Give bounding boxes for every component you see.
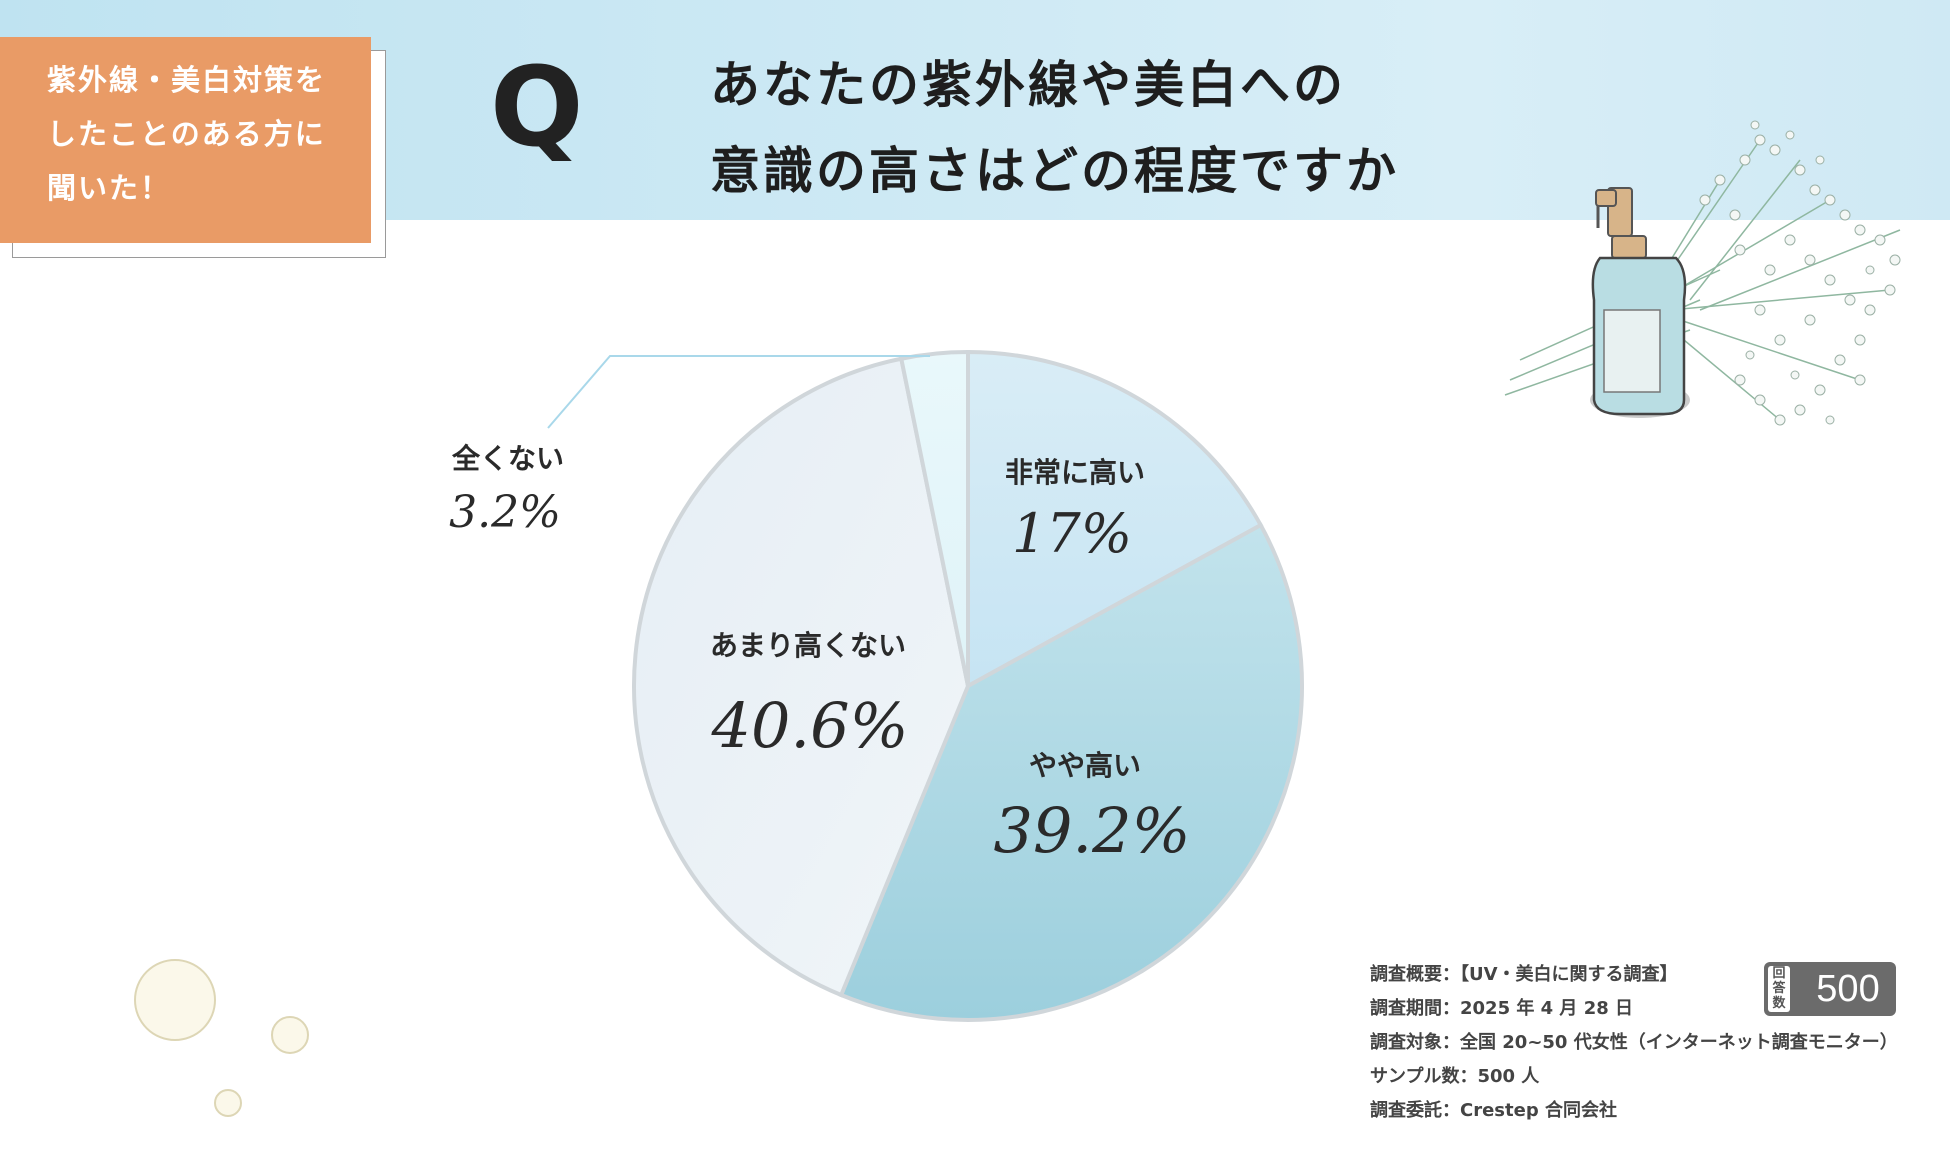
pie-slice-2 bbox=[838, 522, 1304, 1022]
serum-drops-illustration bbox=[134, 959, 309, 1117]
survey-line-4: サンプル数：500 人 bbox=[1370, 1066, 1540, 1087]
slice-category-label-2: やや高い bbox=[1029, 749, 1141, 782]
badge-line-1: 紫外線・美白対策を bbox=[47, 63, 327, 97]
survey-line-5: 調査委託：Crestep 合同会社 bbox=[1370, 1100, 1617, 1121]
survey-details: 調査概要：【UV・美白に関する調査】 調査期間：2025 年 4 月 28 日 … bbox=[1370, 958, 1898, 1128]
slice-category-label-1: 非常に高い bbox=[1005, 456, 1145, 489]
slice-value-label-1: 17% bbox=[1012, 502, 1132, 565]
slice-value-label-2: 39.2% bbox=[994, 794, 1191, 867]
question-mark: Q bbox=[490, 43, 584, 171]
slice-category-label-4: 全くない bbox=[451, 442, 564, 475]
slice-value-label-4: 3.2% bbox=[449, 487, 561, 538]
survey-line-1: 調査概要：【UV・美白に関する調査】 bbox=[1370, 964, 1678, 985]
response-count-label: 回答数 bbox=[1768, 966, 1790, 1012]
survey-line-3: 調査対象：全国 20~50 代女性（インターネット調査モニター） bbox=[1370, 1032, 1898, 1053]
badge-frame: 紫外線・美白対策を したことのある方に 聞いた！ bbox=[0, 37, 386, 258]
pie-slice-4 bbox=[898, 349, 970, 687]
bottle-illustration bbox=[1590, 187, 1690, 418]
title-line-1: あなたの紫外線や美白への bbox=[710, 55, 1346, 114]
pie-slice-3 bbox=[632, 356, 971, 998]
slice-category-label-3: あまり高くない bbox=[710, 629, 906, 662]
survey-line-2: 調査期間：2025 年 4 月 28 日 bbox=[1370, 998, 1634, 1019]
leader-line bbox=[547, 355, 930, 429]
badge-line-2: したことのある方に bbox=[47, 117, 326, 151]
response-count-value: 500 bbox=[1816, 968, 1880, 1010]
slice-value-label-3: 40.6% bbox=[711, 689, 909, 762]
title-line-2: 意識の高さはどの程度ですか bbox=[710, 141, 1399, 200]
question-title: あなたの紫外線や美白への 意識の高さはどの程度ですか bbox=[710, 42, 1399, 214]
target-badge: 紫外線・美白対策を したことのある方に 聞いた！ bbox=[0, 37, 371, 243]
badge-line-3: 聞いた！ bbox=[47, 171, 172, 205]
pie-slice-1 bbox=[966, 349, 1264, 690]
